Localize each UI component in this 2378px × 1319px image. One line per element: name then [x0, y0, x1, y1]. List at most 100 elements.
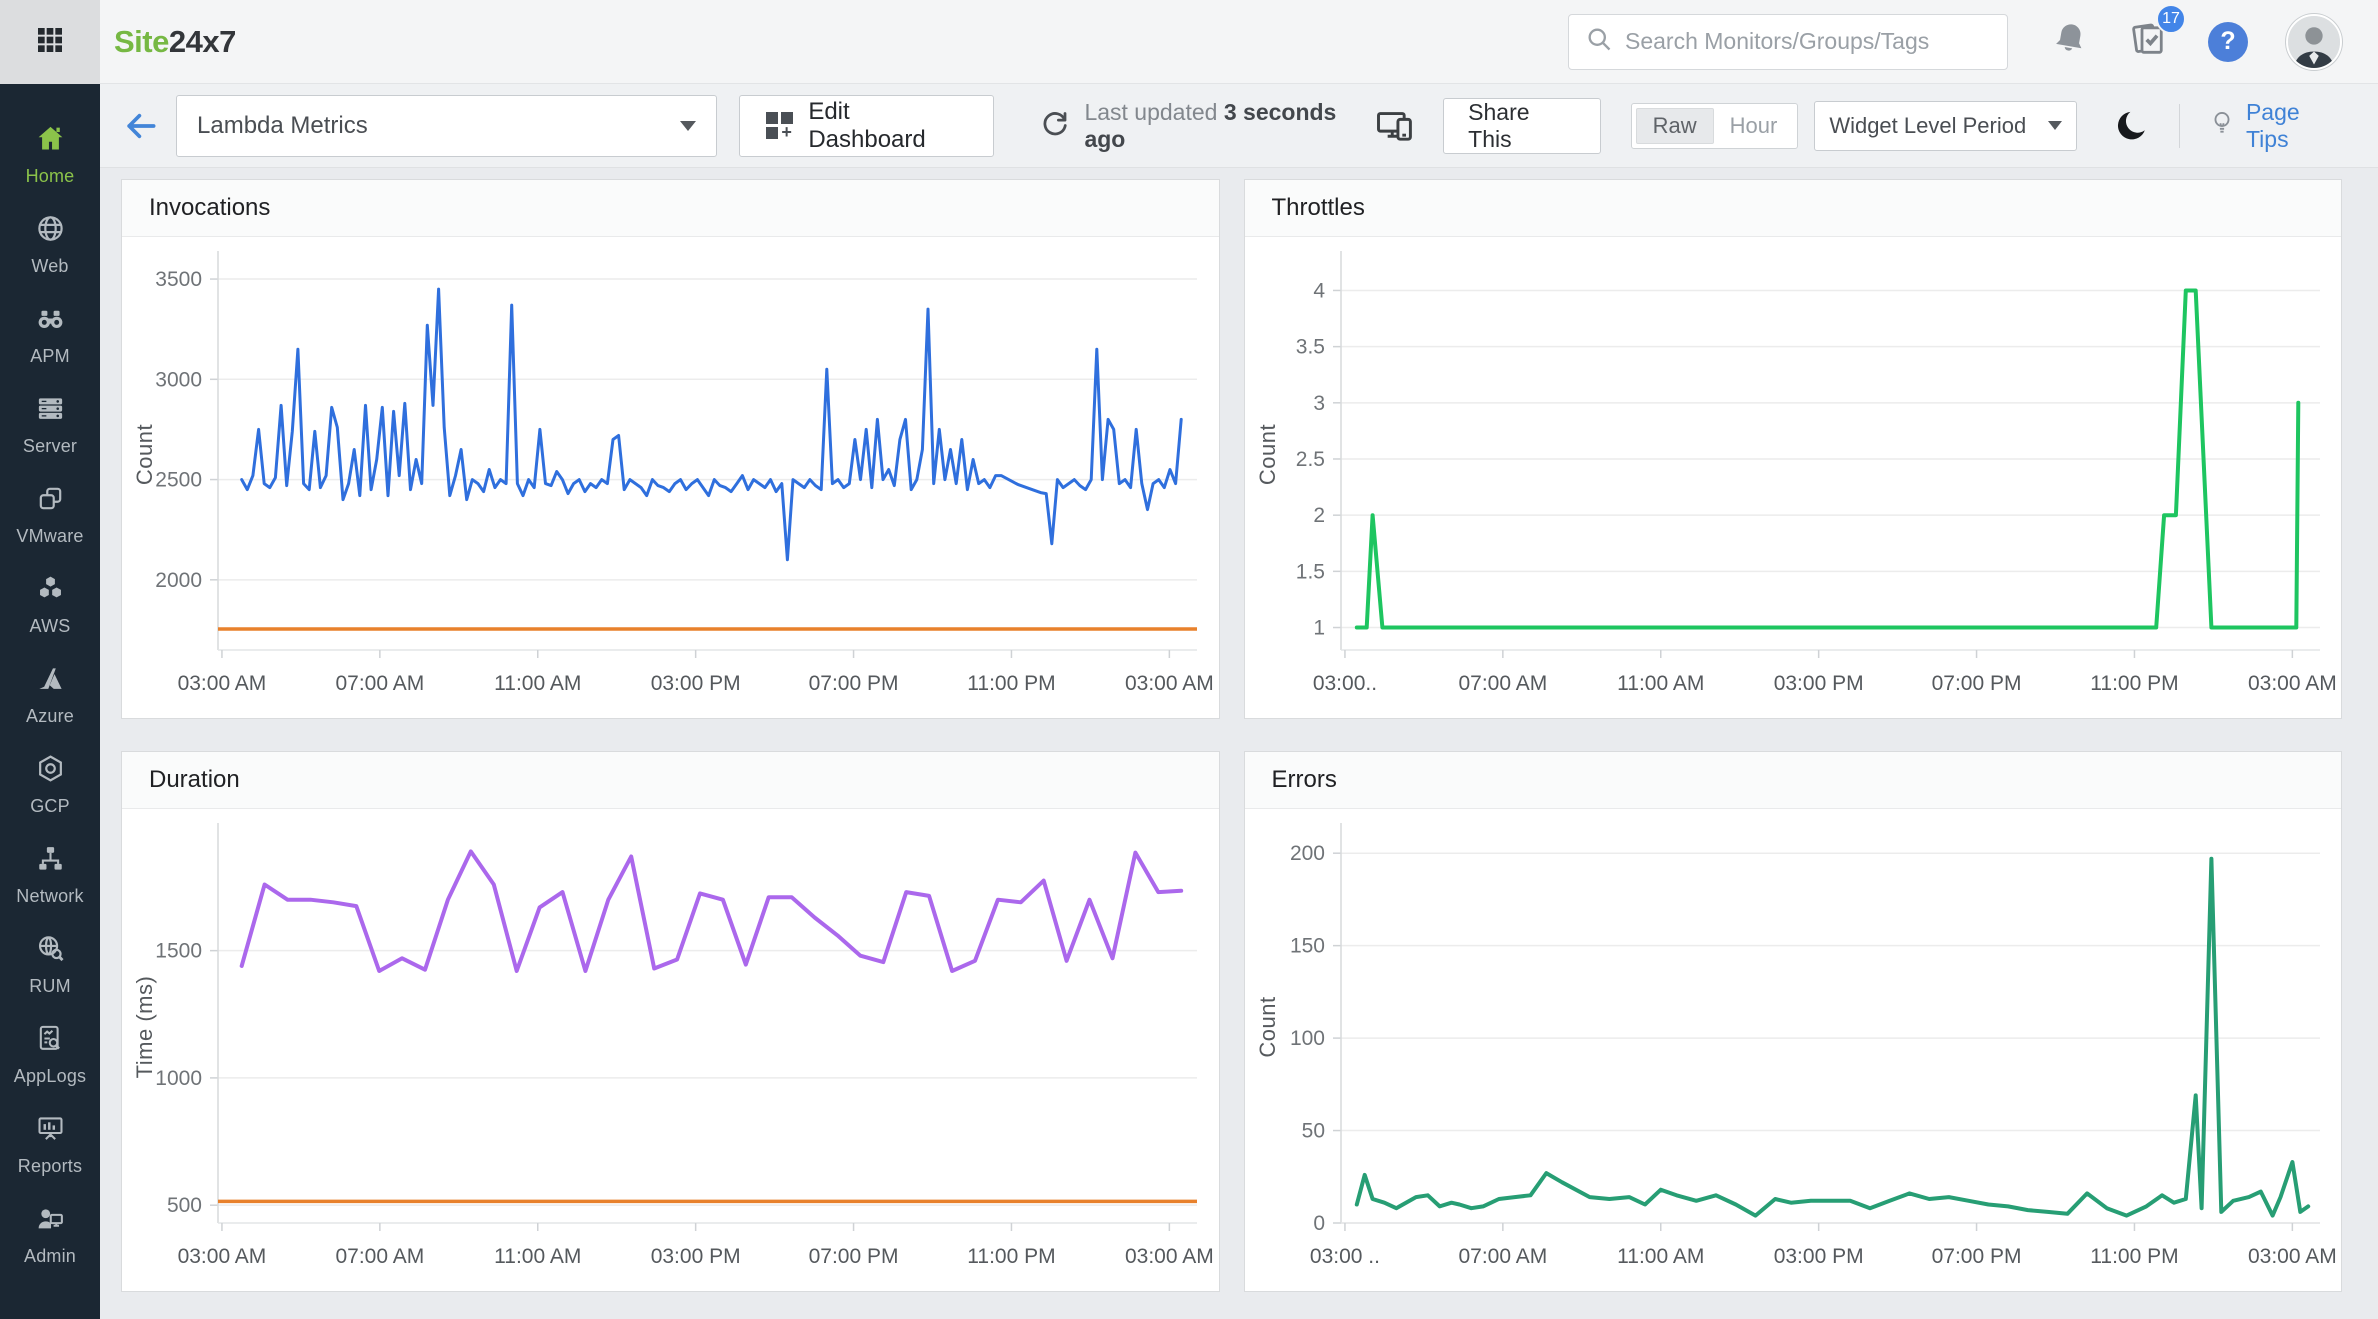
tasks-count-badge: 17	[2156, 4, 2186, 34]
svg-text:2000: 2000	[155, 569, 202, 592]
svg-text:03:00 AM: 03:00 AM	[1125, 1245, 1214, 1268]
page-tips-link[interactable]: Page Tips	[2208, 99, 2344, 153]
sidebar-item-label: APM	[30, 346, 70, 366]
svg-text:03:00 AM: 03:00 AM	[1125, 672, 1214, 695]
sidebar-item-label: Server	[22, 436, 78, 456]
dark-mode-toggle[interactable]	[2113, 108, 2149, 144]
sidebar-item-web[interactable]: Web	[0, 200, 100, 290]
server-icon	[35, 393, 66, 429]
invocations-chart: 2000 2500 3000 3500 03:00 AM 07:00 AM 11:00 AM…	[122, 237, 1219, 718]
back-button[interactable]	[122, 107, 160, 145]
edit-dashboard-button[interactable]: + Edit Dashboard	[739, 94, 995, 157]
sidebar-item-admin[interactable]: Admin	[0, 1190, 100, 1280]
svg-text:3500: 3500	[155, 268, 202, 291]
reports-icon	[35, 1113, 66, 1149]
bulb-icon	[2208, 109, 2236, 143]
svg-text:07:00 PM: 07:00 PM	[1931, 1245, 2021, 1268]
sidebar-item-label: RUM	[29, 976, 71, 996]
svg-text:11:00 PM: 11:00 PM	[2090, 1245, 2178, 1268]
svg-text:500: 500	[167, 1194, 202, 1217]
rum-icon	[35, 933, 66, 969]
sidebar-item-home[interactable]: Home	[0, 110, 100, 200]
globe-icon	[35, 213, 66, 249]
svg-text:Count: Count	[132, 424, 157, 485]
site24x7-logo[interactable]: Site24x7	[114, 24, 236, 60]
top-header: Site24x7 17 ?	[100, 0, 2378, 84]
panel-invocations: Invocations 2000 2500 3000 3500 03:00 AM 07:0…	[121, 179, 1220, 719]
sidebar-item-applogs[interactable]: AppLogs	[0, 1010, 100, 1100]
svg-text:4: 4	[1313, 279, 1325, 302]
chevron-down-icon	[2048, 121, 2062, 130]
toolbar-divider	[2179, 103, 2180, 148]
alerts-bell-button[interactable]	[2050, 19, 2090, 64]
refresh-icon[interactable]	[1040, 108, 1070, 144]
svg-text:07:00 PM: 07:00 PM	[809, 1245, 899, 1268]
panel-title: Throttles	[1244, 180, 2341, 237]
header-icons: 17 ?	[2050, 4, 2342, 70]
svg-text:11:00 AM: 11:00 AM	[494, 1245, 581, 1268]
svg-text:03:00 PM: 03:00 PM	[1773, 672, 1863, 695]
apps-grid-icon	[34, 24, 66, 61]
tasks-button[interactable]: 17	[2128, 4, 2186, 65]
tasks-checklist-icon	[2128, 18, 2170, 65]
devices-preview-button[interactable]	[1373, 104, 1417, 148]
svg-text:11:00 AM: 11:00 AM	[494, 672, 581, 695]
throttles-chart: 1 1.5 2 2.5 3 3.5 4 03:00.. 07:00 AM 11:00 AM 03:0…	[1245, 237, 2342, 718]
svg-text:03:00 PM: 03:00 PM	[651, 1245, 741, 1268]
svg-text:3: 3	[1313, 392, 1325, 415]
sidebar-nav: Home Web APM Server VMware AWS Azure GC	[0, 84, 100, 1280]
edit-dashboard-icon: +	[766, 112, 794, 141]
bell-icon	[2050, 19, 2090, 64]
svg-text:200: 200	[1289, 842, 1324, 865]
svg-text:1: 1	[1313, 617, 1325, 640]
svg-text:07:00 AM: 07:00 AM	[1458, 1245, 1547, 1268]
apps-menu-button[interactable]	[0, 0, 100, 84]
dashboard-select[interactable]: Lambda Metrics	[176, 94, 718, 157]
sidebar-item-vmware[interactable]: VMware	[0, 470, 100, 560]
svg-text:2.5: 2.5	[1295, 448, 1324, 471]
sidebar-item-rum[interactable]: RUM	[0, 920, 100, 1010]
widget-level-period-select[interactable]: Widget Level Period	[1814, 100, 2077, 151]
svg-text:Count: Count	[1255, 424, 1280, 485]
sidebar-item-apm[interactable]: APM	[0, 290, 100, 380]
panel-duration: Duration 500 1000 1500 03:00 AM 07:00 AM 11:0…	[121, 751, 1220, 1292]
svg-text:03:00 PM: 03:00 PM	[1773, 1245, 1863, 1268]
sidebar-item-network[interactable]: Network	[0, 830, 100, 920]
sidebar-item-label: Azure	[25, 706, 75, 726]
svg-text:Time (ms): Time (ms)	[132, 976, 157, 1079]
toggle-hour[interactable]: Hour	[1729, 112, 1778, 138]
sidebar-item-azure[interactable]: Azure	[0, 650, 100, 740]
search-input[interactable]	[1625, 28, 1991, 55]
sidebar-item-gcp[interactable]: GCP	[0, 740, 100, 830]
edit-dashboard-label: Edit Dashboard	[808, 97, 926, 153]
question-mark-icon: ?	[2220, 27, 2236, 55]
svg-text:03:00 AM: 03:00 AM	[2247, 672, 2336, 695]
share-this-button[interactable]: Share This	[1443, 97, 1601, 154]
share-this-label: Share This	[1468, 98, 1530, 152]
svg-text:03:00..: 03:00..	[1312, 672, 1376, 695]
global-search	[1568, 13, 2008, 70]
page-tips-label: Page Tips	[2245, 98, 2300, 152]
svg-text:0: 0	[1313, 1212, 1325, 1235]
sidebar: Home Web APM Server VMware AWS Azure GC	[0, 0, 100, 1319]
duration-chart: 500 1000 1500 03:00 AM 07:00 AM 11:00 AM 03:00…	[122, 809, 1219, 1291]
user-avatar[interactable]	[2286, 13, 2342, 70]
sidebar-item-label: AppLogs	[13, 1066, 87, 1086]
panel-title: Invocations	[122, 180, 1219, 237]
sidebar-item-server[interactable]: Server	[0, 380, 100, 470]
toggle-raw[interactable]: Raw	[1635, 107, 1714, 144]
chevron-down-icon	[680, 120, 697, 131]
svg-text:3.5: 3.5	[1295, 336, 1324, 359]
logo-text-site: Site	[114, 23, 169, 59]
svg-text:3000: 3000	[155, 368, 202, 391]
svg-text:03:00 PM: 03:00 PM	[651, 672, 741, 695]
dashboard-toolbar: Lambda Metrics + Edit Dashboard Last upd…	[100, 84, 2378, 168]
sidebar-item-label: Home	[25, 166, 75, 186]
svg-text:11:00 PM: 11:00 PM	[967, 672, 1055, 695]
applogs-icon	[35, 1023, 66, 1059]
sidebar-item-label: VMware	[16, 526, 84, 546]
sidebar-item-aws[interactable]: AWS	[0, 560, 100, 650]
svg-text:11:00 PM: 11:00 PM	[967, 1245, 1055, 1268]
help-button[interactable]: ?	[2208, 21, 2248, 62]
sidebar-item-reports[interactable]: Reports	[0, 1100, 100, 1190]
